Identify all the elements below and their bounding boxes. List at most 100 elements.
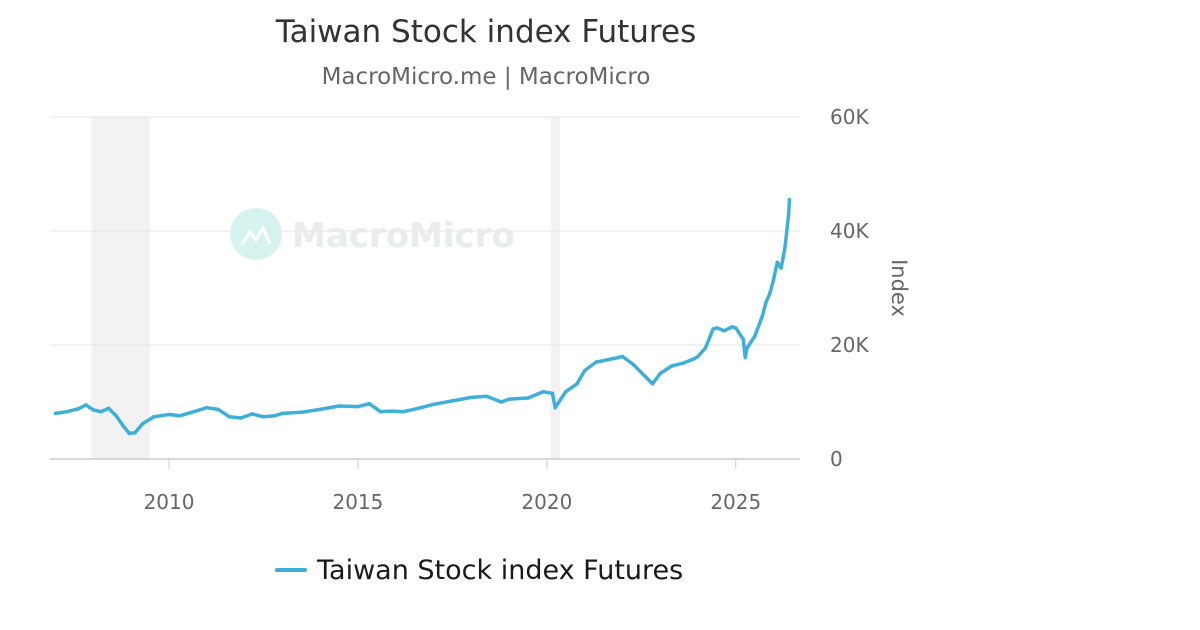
chart-title: Taiwan Stock index Futures: [275, 14, 697, 50]
data-point[interactable]: [631, 363, 636, 367]
data-point[interactable]: [133, 430, 137, 435]
data-point[interactable]: [783, 246, 787, 250]
data-point[interactable]: [53, 411, 58, 416]
data-point[interactable]: [416, 406, 421, 411]
data-point[interactable]: [605, 358, 610, 362]
data-point[interactable]: [273, 413, 277, 418]
data-point[interactable]: [743, 355, 748, 360]
data-point[interactable]: [733, 326, 738, 330]
data-point[interactable]: [239, 416, 243, 420]
data-point[interactable]: [767, 291, 772, 296]
legend[interactable]: Taiwan Stock index Futures: [275, 552, 683, 588]
data-point[interactable]: [469, 395, 474, 400]
data-point[interactable]: [650, 381, 655, 386]
data-point[interactable]: [507, 397, 511, 401]
x-tick-label: 2025: [710, 490, 761, 514]
data-point[interactable]: [227, 415, 232, 419]
data-point[interactable]: [356, 404, 360, 409]
data-point[interactable]: [703, 346, 708, 350]
data-point[interactable]: [450, 399, 455, 403]
data-point[interactable]: [431, 402, 436, 407]
data-point[interactable]: [76, 407, 81, 411]
y-tick-label: 60K: [830, 105, 869, 129]
series-group: [53, 197, 792, 436]
data-point[interactable]: [526, 396, 530, 400]
data-point[interactable]: [280, 411, 285, 416]
data-point[interactable]: [616, 355, 621, 360]
watermark-logo-icon: [230, 208, 282, 260]
data-point[interactable]: [594, 360, 598, 364]
data-point[interactable]: [752, 334, 757, 339]
data-point[interactable]: [669, 364, 674, 368]
data-point[interactable]: [681, 361, 685, 366]
data-point[interactable]: [189, 410, 194, 415]
data-point[interactable]: [553, 405, 557, 410]
data-point[interactable]: [318, 407, 322, 412]
data-point[interactable]: [575, 381, 579, 386]
data-point[interactable]: [711, 327, 715, 331]
data-point[interactable]: [390, 409, 394, 413]
data-point[interactable]: [65, 409, 69, 414]
y-tick-label: 0: [830, 447, 843, 471]
data-point[interactable]: [787, 197, 792, 202]
grid-lines: [50, 116, 800, 460]
data-point[interactable]: [722, 328, 727, 333]
data-point[interactable]: [140, 421, 145, 426]
data-point[interactable]: [771, 277, 776, 282]
data-point[interactable]: [741, 337, 746, 342]
series-line-0[interactable]: [53, 197, 792, 436]
watermark-text: MacroMicro: [292, 216, 515, 256]
data-point[interactable]: [730, 324, 734, 329]
data-point[interactable]: [764, 300, 768, 305]
x-axis: 2010 2015 2020 2025: [144, 459, 761, 514]
data-point[interactable]: [550, 391, 555, 396]
data-point[interactable]: [261, 415, 266, 419]
data-point[interactable]: [250, 412, 254, 416]
data-point[interactable]: [563, 389, 568, 394]
data-point[interactable]: [127, 431, 132, 436]
shaded-period-0: [91, 117, 151, 459]
data-point[interactable]: [499, 400, 504, 404]
data-point[interactable]: [696, 354, 700, 359]
data-point[interactable]: [205, 405, 209, 410]
data-point[interactable]: [775, 260, 780, 265]
shaded-period-1: [550, 117, 561, 459]
chart-subtitle: MacroMicro.me | MacroMicro: [321, 64, 651, 90]
y-tick-label: 40K: [830, 219, 869, 243]
data-point[interactable]: [367, 401, 372, 406]
data-point[interactable]: [784, 229, 789, 233]
data-point[interactable]: [216, 407, 220, 412]
data-point[interactable]: [299, 410, 304, 415]
data-point[interactable]: [84, 403, 88, 407]
x-tick-label: 2010: [144, 490, 195, 514]
y-axis: 0 20K 40K 60K: [830, 105, 869, 471]
data-point[interactable]: [658, 371, 663, 376]
data-point[interactable]: [745, 346, 749, 350]
data-point[interactable]: [582, 368, 587, 373]
x-tick-label: 2015: [332, 490, 383, 514]
data-point[interactable]: [337, 404, 341, 408]
data-point[interactable]: [114, 413, 118, 418]
data-point[interactable]: [378, 409, 383, 414]
data-point[interactable]: [91, 408, 96, 412]
data-point[interactable]: [715, 326, 719, 330]
data-point[interactable]: [401, 409, 406, 414]
data-point[interactable]: [786, 212, 791, 216]
data-point[interactable]: [760, 314, 765, 319]
data-point[interactable]: [106, 406, 111, 411]
recession-bands: [91, 117, 561, 459]
data-point[interactable]: [167, 412, 171, 417]
data-point[interactable]: [620, 354, 625, 359]
data-point[interactable]: [152, 415, 156, 419]
data-point[interactable]: [121, 424, 126, 429]
watermark: MacroMicro: [230, 208, 515, 260]
data-point[interactable]: [779, 266, 783, 270]
data-point[interactable]: [178, 413, 183, 418]
data-point[interactable]: [484, 394, 489, 399]
legend-label: Taiwan Stock index Futures: [317, 554, 684, 586]
data-point[interactable]: [692, 356, 697, 361]
data-point[interactable]: [99, 409, 103, 414]
data-point[interactable]: [541, 389, 545, 394]
data-point[interactable]: [643, 374, 647, 379]
